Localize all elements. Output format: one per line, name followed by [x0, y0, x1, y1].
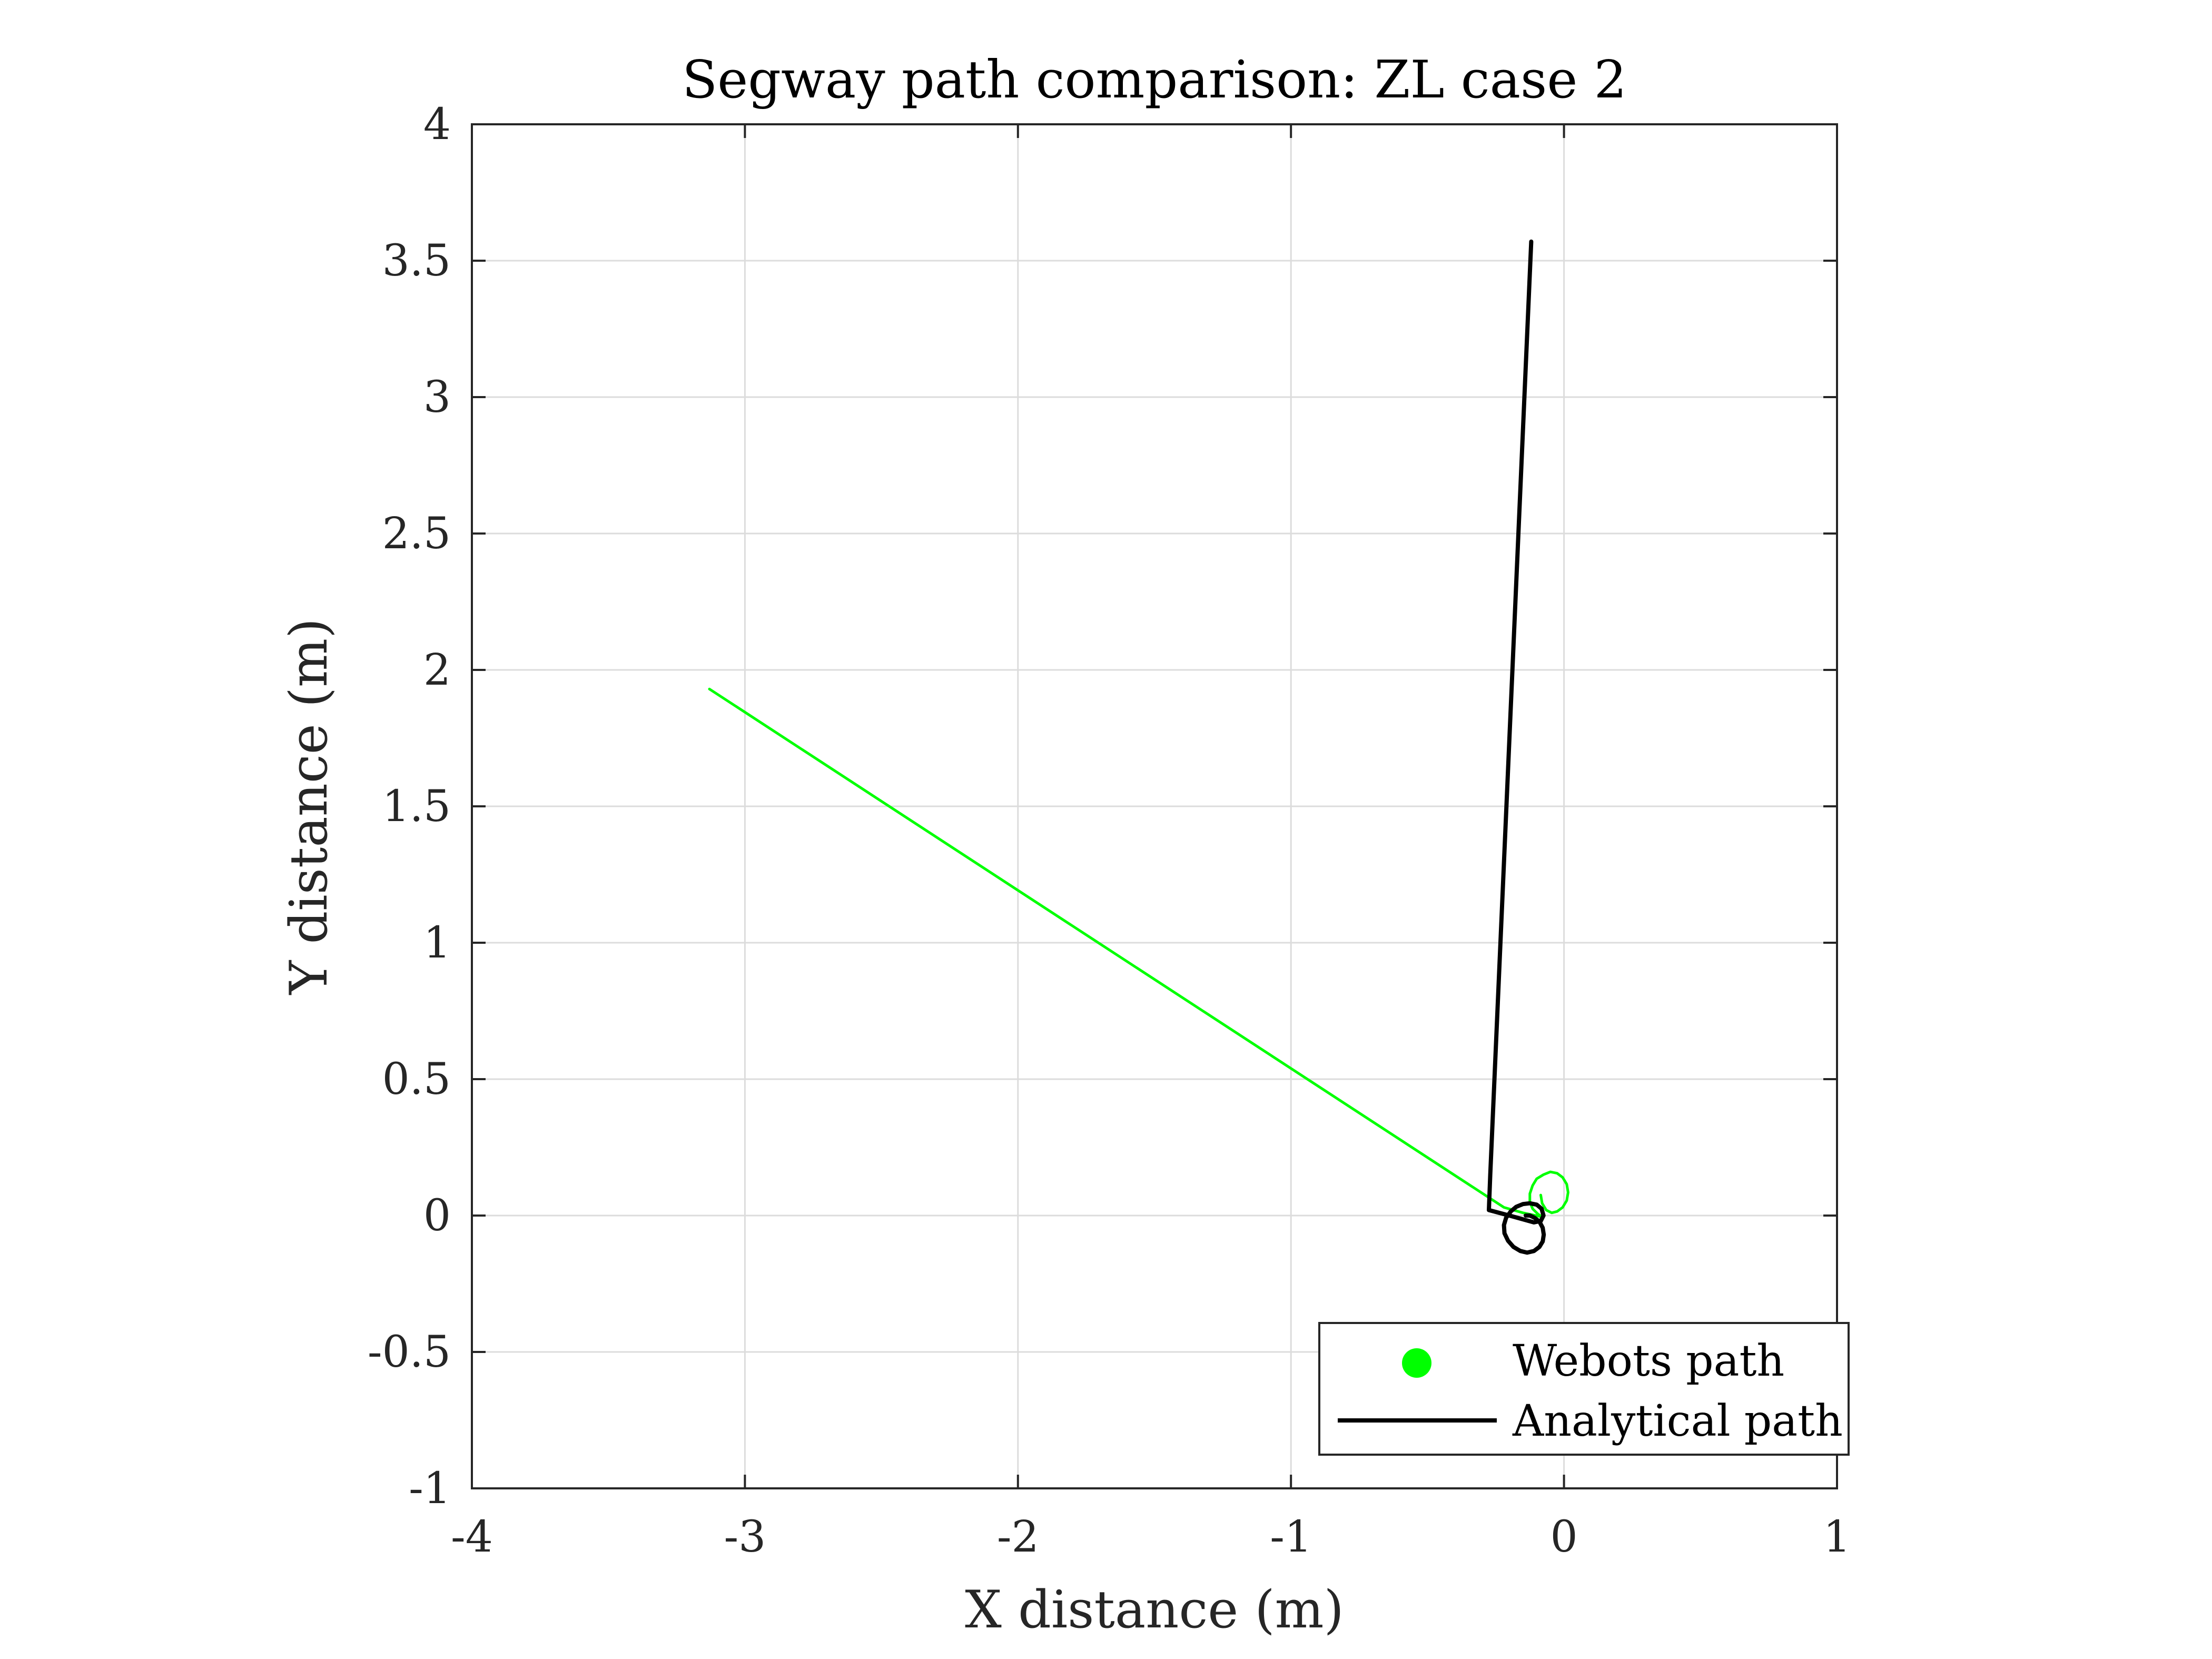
- x-tick-label: 0: [1551, 1512, 1578, 1562]
- x-tick-label: -3: [724, 1512, 766, 1562]
- x-axis-title: X distance (m): [965, 1580, 1344, 1640]
- chart-title: Segway path comparison: ZL case 2: [682, 50, 1627, 110]
- y-tick-label: 2: [423, 645, 451, 695]
- y-tick-label: -1: [409, 1464, 451, 1514]
- y-tick-label: -0.5: [368, 1327, 451, 1377]
- x-tick-label: -1: [1270, 1512, 1312, 1562]
- legend-webots-label: Webots path: [1513, 1336, 1784, 1386]
- y-tick-label: 0.5: [382, 1054, 451, 1104]
- y-tick-label: 1: [423, 918, 451, 968]
- y-tick-label: 0: [423, 1191, 451, 1241]
- legend-analytical-label: Analytical path: [1512, 1396, 1843, 1446]
- legend: Webots path Analytical path: [1318, 1322, 1850, 1456]
- x-tick-label: -4: [451, 1512, 493, 1562]
- legend-webots-marker: [1402, 1348, 1431, 1378]
- webots-path-line: [708, 687, 1569, 1219]
- y-axis-title: Y distance (m): [279, 618, 339, 996]
- y-tick-label: 2.5: [382, 509, 451, 559]
- x-tick-label: 1: [1823, 1512, 1851, 1562]
- y-tick-label: 3: [423, 372, 451, 422]
- y-tick-label: 3.5: [382, 236, 451, 286]
- grid-lines: [472, 124, 1837, 1488]
- y-tick-label: 4: [423, 100, 451, 150]
- data-series: [708, 239, 1569, 1255]
- analytical-path-line: [1487, 239, 1546, 1255]
- y-tick-label: 1.5: [382, 782, 451, 832]
- legend-box: [1318, 1322, 1850, 1456]
- tick-labels: -4 -3 -2 -1 0 1 -1 -0.5 0 0.5 1 1.5 2 2.5 3 3.5 4: [368, 100, 1851, 1562]
- x-tick-label: -2: [997, 1512, 1039, 1562]
